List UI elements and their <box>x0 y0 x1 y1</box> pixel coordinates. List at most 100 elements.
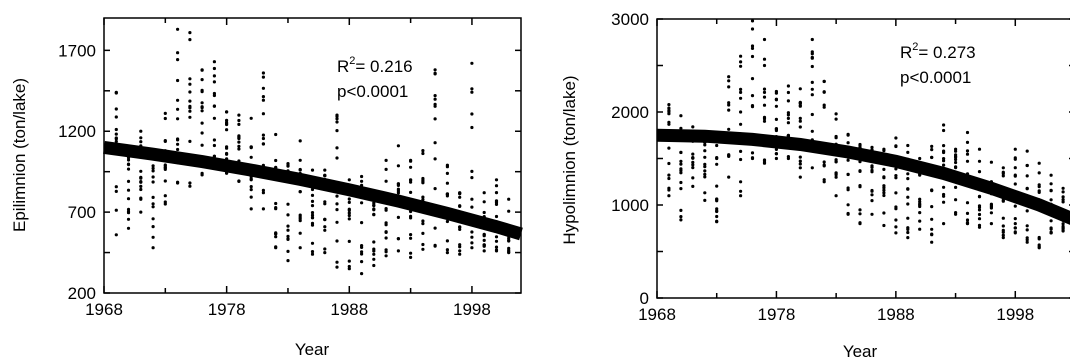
data-point <box>703 175 707 179</box>
data-point <box>667 122 671 126</box>
data-point <box>727 108 731 112</box>
data-point <box>739 60 743 64</box>
data-point <box>298 217 302 221</box>
data-point <box>930 148 934 152</box>
data-point <box>882 211 886 215</box>
data-point <box>870 212 874 216</box>
data-point <box>261 142 265 146</box>
data-point <box>942 222 946 226</box>
data-point <box>822 90 826 94</box>
data-point <box>261 136 265 141</box>
data-point <box>739 194 743 198</box>
data-point <box>810 37 814 42</box>
data-point <box>114 115 118 119</box>
data-point <box>176 142 180 146</box>
data-point <box>786 155 791 159</box>
data-point <box>470 61 474 65</box>
data-point <box>834 194 838 198</box>
data-point <box>482 238 486 242</box>
data-point <box>965 152 970 156</box>
data-point <box>798 87 802 91</box>
data-point <box>482 243 486 247</box>
data-point <box>715 162 719 166</box>
data-point <box>261 86 265 90</box>
data-point <box>1001 174 1005 178</box>
data-point <box>810 112 814 117</box>
data-point <box>918 227 922 231</box>
data-point <box>727 127 731 131</box>
data-point <box>1001 172 1005 176</box>
data-point <box>786 84 791 88</box>
data-point <box>870 189 874 193</box>
data-point <box>667 173 671 177</box>
data-point <box>750 94 755 98</box>
data-point <box>858 184 862 188</box>
data-point <box>870 145 874 149</box>
data-point <box>421 247 425 251</box>
x-axis-title: Year <box>843 342 878 357</box>
data-point <box>739 90 743 94</box>
data-point <box>225 128 229 132</box>
data-point <box>286 162 290 166</box>
data-point <box>667 110 671 114</box>
data-point <box>798 159 802 163</box>
data-point <box>774 104 779 108</box>
data-point <box>727 79 731 83</box>
data-point <box>822 164 826 168</box>
data-point <box>261 188 265 192</box>
data-point <box>372 263 376 268</box>
data-point <box>810 56 814 60</box>
data-point <box>310 193 315 197</box>
p-value-annotation: p<0.0001 <box>337 82 408 101</box>
data-point <box>237 147 241 151</box>
data-point <box>347 197 351 201</box>
data-point <box>494 239 499 243</box>
data-point <box>470 205 474 209</box>
data-point <box>347 217 351 221</box>
data-point <box>977 208 982 212</box>
data-point <box>942 200 946 204</box>
data-point <box>750 156 755 160</box>
data-point <box>347 239 351 243</box>
data-point <box>1061 190 1065 194</box>
data-point <box>433 94 437 98</box>
data-point <box>409 233 413 237</box>
data-point <box>286 213 290 217</box>
data-point <box>470 169 474 173</box>
data-point <box>1013 226 1017 230</box>
data-point <box>846 141 850 145</box>
data-point <box>954 211 958 215</box>
data-point <box>139 197 143 201</box>
r-squared-annotation: R2= 0.216 <box>337 55 413 76</box>
data-point <box>774 152 779 156</box>
data-point <box>335 265 339 269</box>
data-point <box>798 101 802 105</box>
data-point <box>1061 228 1065 232</box>
data-point <box>114 90 118 94</box>
data-point <box>691 160 695 164</box>
data-point <box>445 219 449 224</box>
data-point <box>1013 230 1017 234</box>
data-point <box>151 217 155 221</box>
data-point <box>894 191 898 195</box>
x-tick-label: 1968 <box>638 305 676 324</box>
data-point <box>810 87 814 91</box>
data-point <box>372 204 376 208</box>
data-point <box>739 87 743 91</box>
data-point <box>822 79 826 83</box>
data-point <box>858 212 862 216</box>
y-axis-title: Epilimnion (ton/lake) <box>10 78 29 232</box>
data-point <box>798 103 802 107</box>
data-point <box>360 252 364 256</box>
data-point <box>810 93 814 97</box>
data-point <box>679 171 683 175</box>
data-point <box>1049 219 1053 223</box>
data-point <box>176 27 180 31</box>
data-point <box>494 191 499 195</box>
data-point <box>1001 199 1005 203</box>
data-point <box>679 187 683 191</box>
data-point <box>212 91 216 96</box>
data-point <box>188 30 192 35</box>
data-point <box>798 166 802 170</box>
data-point <box>310 204 315 208</box>
